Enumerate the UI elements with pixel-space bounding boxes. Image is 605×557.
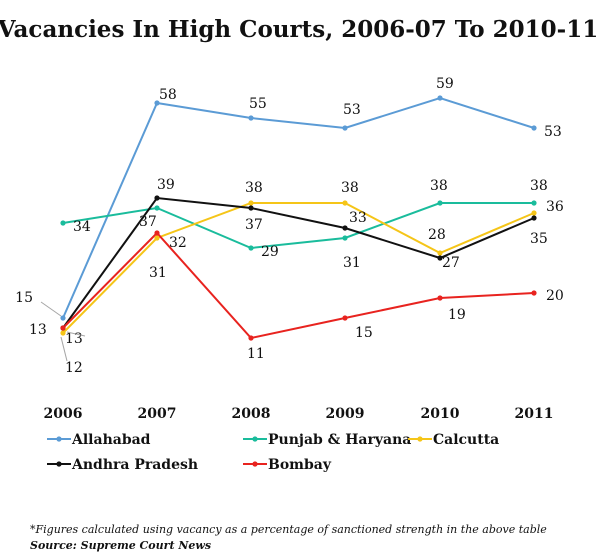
data-label-calcutta-2011: 36 xyxy=(546,199,564,215)
data-point-calcutta-2007 xyxy=(154,235,160,241)
series-line-andhra-pradesh xyxy=(62,196,535,329)
legend-item-calcutta: Calcutta xyxy=(408,432,499,448)
legend-item-punjab-and-haryana: Punjab & Haryana xyxy=(243,432,411,448)
data-label-andhra-pradesh-2008: 37 xyxy=(245,217,263,233)
legend-label-allahabad: Allahabad xyxy=(71,432,151,448)
data-label-bombay-2011: 20 xyxy=(546,288,564,304)
data-label-allahabad-2008: 55 xyxy=(249,96,267,112)
data-point-bombay-2011 xyxy=(531,290,537,296)
data-label-bombay-2007: 32 xyxy=(169,235,187,251)
data-label-bombay-2009: 15 xyxy=(355,325,373,341)
series-line-calcutta xyxy=(62,202,535,334)
leader-line xyxy=(60,336,68,362)
legend-label-calcutta: Calcutta xyxy=(433,432,499,448)
leader-line xyxy=(40,301,62,317)
data-label-allahabad-2011: 53 xyxy=(544,124,562,140)
data-point-punjab-and-haryana-2006 xyxy=(60,220,66,226)
data-point-andhra-pradesh-2009 xyxy=(342,225,348,231)
data-label-punjab-and-haryana-2011: 38 xyxy=(530,178,548,194)
legend-marker-andhra-pradesh xyxy=(56,461,62,467)
x-axis: 2006 2007 2008 2009 2010 2011 xyxy=(44,406,554,422)
data-point-punjab-and-haryana-2010 xyxy=(437,200,443,206)
data-label-calcutta-2008: 38 xyxy=(245,180,263,196)
data-label-bombay-2008: 11 xyxy=(247,346,265,362)
data-point-andhra-pradesh-2007 xyxy=(154,195,160,201)
legend-marker-bombay xyxy=(252,461,258,467)
source-note: Source: Supreme Court News xyxy=(30,539,212,552)
chart-title: Vacancies In High Courts, 2006-07 To 201… xyxy=(0,16,598,43)
data-labels: 15 58 55 53 59 53 34 37 29 31 38 38 12 31 38 38 28 36 13 39… xyxy=(15,76,564,376)
data-label-andhra-pradesh-2007: 39 xyxy=(157,177,175,193)
data-point-allahabad-2009 xyxy=(342,125,348,131)
data-point-allahabad-2006 xyxy=(60,315,66,321)
data-point-bombay-2008 xyxy=(248,335,254,341)
data-point-calcutta-2010 xyxy=(437,250,443,256)
data-label-allahabad-2010: 59 xyxy=(436,76,454,92)
legend-label-bombay: Bombay xyxy=(268,457,332,473)
data-label-punjab-and-haryana-2006: 34 xyxy=(73,219,91,235)
data-point-allahabad-2008 xyxy=(248,115,254,121)
series-lines xyxy=(60,95,537,341)
legend: Allahabad Punjab & Haryana Calcutta Andhra … xyxy=(47,432,499,473)
data-label-punjab-and-haryana-2009: 31 xyxy=(343,255,361,271)
data-label-andhra-pradesh-2010: 27 xyxy=(442,255,460,271)
x-tick-label-2008: 2008 xyxy=(232,406,271,422)
data-point-punjab-and-haryana-2007 xyxy=(154,205,160,211)
data-point-calcutta-2006 xyxy=(60,330,66,336)
x-tick-label-2006: 2006 xyxy=(44,406,83,422)
data-point-calcutta-2009 xyxy=(342,200,348,206)
data-point-punjab-and-haryana-2008 xyxy=(248,245,254,251)
data-label-calcutta-2010: 28 xyxy=(428,227,446,243)
data-label-bombay-2010: 19 xyxy=(448,307,466,323)
x-tick-label-2009: 2009 xyxy=(326,406,365,422)
legend-marker-calcutta xyxy=(417,436,423,442)
data-point-allahabad-2010 xyxy=(437,95,443,101)
data-point-punjab-and-haryana-2011 xyxy=(531,200,537,206)
legend-marker-punjab-and-haryana xyxy=(252,436,258,442)
data-label-punjab-and-haryana-2008: 29 xyxy=(261,244,279,260)
data-label-andhra-pradesh-2011: 35 xyxy=(530,231,548,247)
data-label-andhra-pradesh-2006: 13 xyxy=(29,322,47,338)
series-line-bombay xyxy=(62,231,535,340)
data-point-calcutta-2011 xyxy=(531,210,537,216)
data-label-allahabad-2006: 15 xyxy=(15,290,33,306)
legend-label-andhra-pradesh: Andhra Pradesh xyxy=(71,457,198,473)
data-point-calcutta-2008 xyxy=(248,200,254,206)
data-point-punjab-and-haryana-2009 xyxy=(342,235,348,241)
series-line-punjab-and-haryana xyxy=(62,202,534,250)
data-label-calcutta-2009: 38 xyxy=(341,180,359,196)
data-point-allahabad-2007 xyxy=(154,100,160,106)
x-tick-label-2011: 2011 xyxy=(515,406,554,422)
x-tick-label-2010: 2010 xyxy=(421,406,460,422)
series-line-allahabad xyxy=(62,96,535,319)
leader-line xyxy=(66,331,86,337)
legend-item-andhra-pradesh: Andhra Pradesh xyxy=(47,457,198,473)
legend-item-bombay: Bombay xyxy=(243,457,332,473)
data-point-allahabad-2011 xyxy=(531,125,537,131)
footnote: *Figures calculated using vacancy as a p… xyxy=(30,523,547,536)
data-point-andhra-pradesh-2011 xyxy=(531,215,537,221)
legend-marker-allahabad xyxy=(56,436,62,442)
data-label-allahabad-2007: 58 xyxy=(159,87,177,103)
legend-item-allahabad: Allahabad xyxy=(47,432,151,448)
data-point-bombay-2006 xyxy=(60,325,66,331)
data-label-punjab-and-haryana-2010: 38 xyxy=(430,178,448,194)
data-point-andhra-pradesh-2008 xyxy=(248,205,254,211)
data-point-andhra-pradesh-2010 xyxy=(437,255,443,261)
data-label-calcutta-2006: 12 xyxy=(65,360,83,376)
legend-label-punjab-and-haryana: Punjab & Haryana xyxy=(268,432,411,448)
data-point-bombay-2010 xyxy=(437,295,443,301)
data-label-andhra-pradesh-2009: 33 xyxy=(349,210,367,226)
data-label-punjab-and-haryana-2007: 37 xyxy=(139,214,157,230)
x-tick-label-2007: 2007 xyxy=(138,406,177,422)
data-label-allahabad-2009: 53 xyxy=(343,102,361,118)
data-point-bombay-2009 xyxy=(342,315,348,321)
data-label-calcutta-2007: 31 xyxy=(149,265,167,281)
data-point-bombay-2007 xyxy=(154,230,160,236)
